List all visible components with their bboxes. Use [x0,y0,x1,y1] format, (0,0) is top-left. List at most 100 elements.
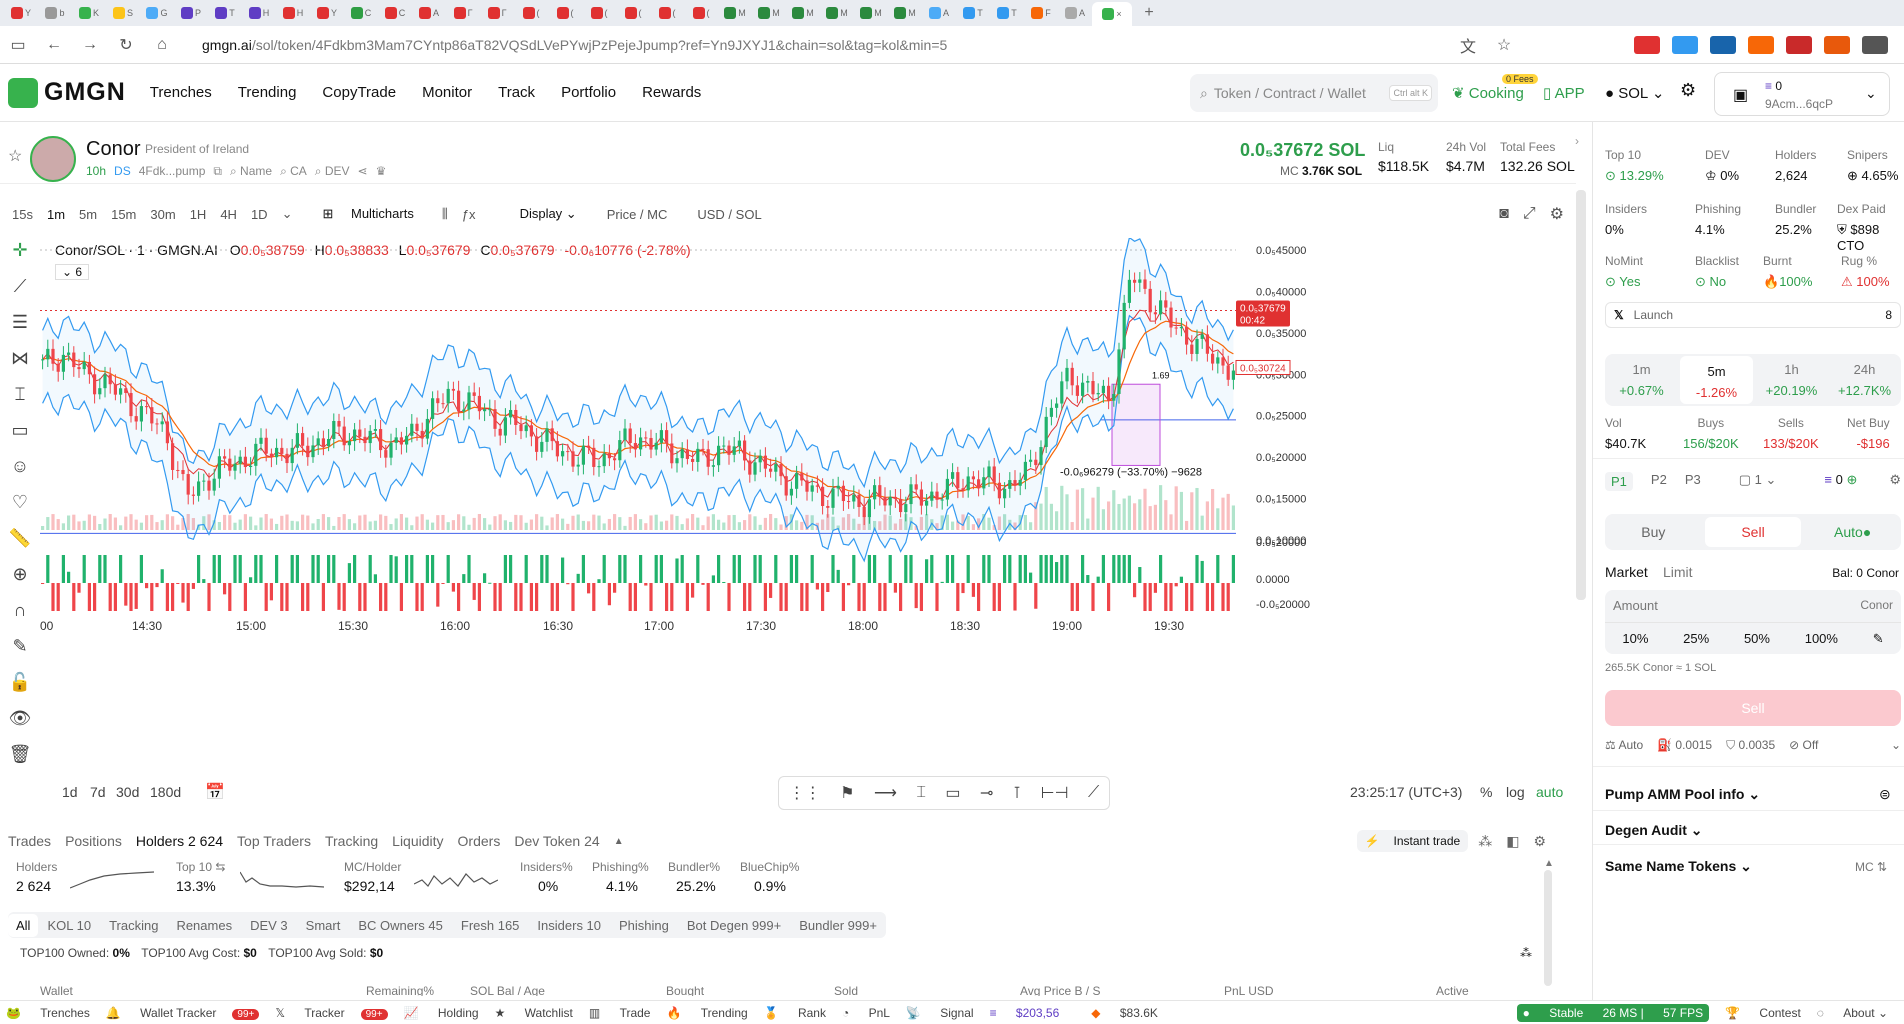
pct-100[interactable]: 100% [1804,631,1838,646]
browser-tab[interactable]: T [990,3,1024,23]
browser-tab[interactable]: T [208,3,242,23]
extension-icon[interactable] [1748,35,1774,54]
filter-renames[interactable]: Renames [176,917,233,933]
filter-tracking[interactable]: Tracking [109,917,159,933]
status-pnl[interactable]: ◔ PnL [841,1005,890,1020]
nav-monitor[interactable]: Monitor [422,84,473,101]
sticker-icon[interactable]: ☺ [10,456,30,476]
interval-4h[interactable]: 4H [220,206,237,222]
caret-up-icon[interactable]: ▲ [613,835,624,847]
camera-icon[interactable]: ◙ [1499,205,1509,222]
amount-input[interactable]: Amount Conor 10% 25% 50% 100% ✎ [1605,590,1901,654]
lock-icon[interactable]: 🔓 [8,672,32,692]
tab-tracking[interactable]: Tracking [324,833,379,849]
layout-icon[interactable]: ◧ [1506,832,1520,849]
share-icon[interactable]: ⁂ [1478,832,1493,849]
indicators-icon[interactable]: ƒx [461,206,476,222]
browser-tab[interactable]: A [922,3,956,23]
preset-select[interactable]: ▢ 1 ⌄ [1738,472,1777,487]
auto-slippage[interactable]: ⚖ Auto [1605,738,1644,752]
nav-trenches[interactable]: Trenches [149,84,212,101]
token-ds[interactable]: DS [114,164,131,178]
browser-tab[interactable]: ( [548,3,582,23]
same-name-tokens-section[interactable]: Same Name Tokens ⌄ [1605,858,1752,874]
browser-tab[interactable]: H [242,3,276,23]
token-avatar[interactable] [30,136,76,182]
nav-rewards[interactable]: Rewards [642,84,702,101]
nav-copytrade[interactable]: CopyTrade [322,84,397,101]
favorite-star-icon[interactable]: ☆ [8,148,23,165]
col-wallet[interactable]: Wallet [40,984,73,996]
gmgn-logo[interactable]: GMGN [8,77,126,108]
tab-holders[interactable]: Holders 2 624 [135,833,224,849]
chart-scrollbar[interactable] [1576,190,1586,600]
reload-icon[interactable]: ↻ [119,36,133,54]
forward-icon[interactable]: → [82,35,98,53]
col-bought[interactable]: Bought [666,984,705,996]
range-1d[interactable]: 1d [62,784,78,800]
app-button[interactable]: ▯ APP [1543,85,1585,102]
range-30d[interactable]: 30d [116,784,140,800]
priority-fee[interactable]: ⛽ 0.0015 [1657,738,1713,752]
browser-tab[interactable]: P [174,3,208,23]
status-about[interactable]: ◌ About ⌄ [1816,1005,1888,1020]
nav-trending[interactable]: Trending [237,84,297,101]
drag-handle-icon[interactable]: ⋮⋮ [788,785,821,802]
share-icon[interactable]: ⁂ [1520,946,1532,960]
candle-type-icon[interactable]: ⫼ [441,206,448,221]
browser-tab[interactable]: ( [650,3,684,23]
horizontal-lines-icon[interactable]: ☰ [11,312,29,332]
cooking-button[interactable]: ❦ Cooking [1452,85,1524,102]
back-icon[interactable]: ← [46,35,62,53]
crosshair-icon[interactable]: ✛ [12,240,28,260]
token-ca-short[interactable]: 4Fdk...pump [138,164,206,178]
status-wallet-tracker[interactable]: 🔔 Wallet Tracker 99+ [106,1006,260,1020]
filter-fresh[interactable]: Fresh 165 [460,917,520,933]
mc-sort[interactable]: MC ⇅ [1855,860,1888,874]
percent-toggle[interactable]: % [1480,784,1493,800]
status-tracker[interactable]: 𝕏 Tracker 99+ [275,1006,388,1020]
filter-dev[interactable]: DEV 3 [250,917,288,933]
trend-line-icon[interactable]: ⟋ [13,276,27,296]
display-button[interactable]: Display ⌄ [519,206,577,221]
calendar-icon[interactable]: 📅 [205,784,225,801]
draw-lock-icon[interactable]: ✎ [12,636,28,656]
browser-tab[interactable]: C [344,3,378,23]
nav-portfolio[interactable]: Portfolio [561,84,617,101]
degen-audit-section[interactable]: Degen Audit ⌄ [1605,822,1703,838]
status-trade[interactable]: ▥ Trade [588,1005,651,1020]
browser-tab[interactable]: Г [446,3,480,23]
home-icon[interactable]: ⌂ [157,35,167,53]
search-input[interactable]: ⌕ Token / Contract / Wallet Ctrl alt K [1190,74,1438,112]
nav-track[interactable]: Track [498,84,536,101]
launch-row[interactable]: 𝕏 Launch 8 [1605,302,1901,328]
browser-tab[interactable]: ( [514,3,548,23]
interval-1h[interactable]: 1H [189,206,207,222]
sell-tab[interactable]: Sell [1704,517,1802,547]
filter-phishing[interactable]: Phishing [619,917,669,933]
browser-tab[interactable]: Y [4,3,38,23]
fullscreen-icon[interactable]: ⤢ [1522,205,1536,222]
extension-icon[interactable] [1862,35,1888,54]
tf-1h[interactable]: 1h +20.19% [1765,362,1818,398]
tf-24h[interactable]: 24h +12.7K% [1837,362,1892,398]
browser-tab[interactable]: ( [616,3,650,23]
browser-tab[interactable]: M [888,3,922,23]
filter-bot-degen[interactable]: Bot Degen 999+ [686,917,782,933]
extension-icon[interactable] [1634,35,1660,54]
vertical-line-icon[interactable]: ⊺ [1012,785,1022,802]
status-contest[interactable]: 🏆 Contest [1725,1005,1801,1020]
range-icon[interactable]: ⊢⊣ [1040,785,1069,802]
magnet-icon[interactable]: ∩ [13,600,27,620]
pool-info-icon[interactable]: ⊜ [1879,786,1891,802]
vertical-scrollbar[interactable] [1544,870,1552,986]
chart-settings-icon[interactable]: ⚙ [1549,206,1564,223]
chain-select[interactable]: ● SOL ⌄ [1605,85,1665,102]
browser-tab-active[interactable]: × [1092,2,1132,26]
browser-tab[interactable]: Г [480,3,514,23]
chevron-down-icon[interactable]: ⌄ [1890,738,1901,752]
wallet-button[interactable]: ▣ ≡ 0 9Acm...6qcP ⌄ [1714,72,1890,116]
browser-tab[interactable]: K [72,3,106,23]
browser-tab[interactable]: ( [582,3,616,23]
trash-icon[interactable]: 🗑 [8,744,32,764]
